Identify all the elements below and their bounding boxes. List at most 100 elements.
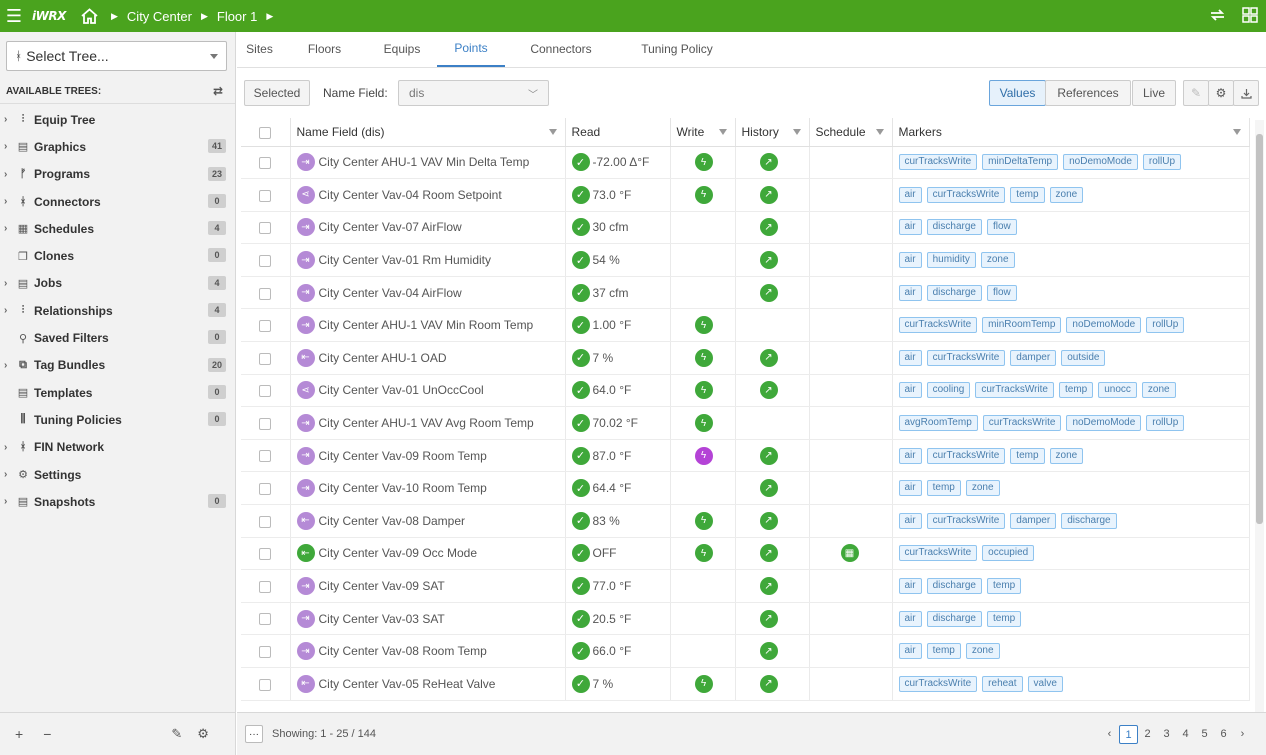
tab-floors[interactable]: Floors	[307, 42, 342, 56]
marker-tag[interactable]: air	[898, 186, 922, 203]
point-name-cell[interactable]: ⇥ City Center AHU-1 VAV Min Delta Temp	[290, 146, 566, 180]
write-bolt-icon[interactable]: ϟ	[694, 446, 713, 465]
sidebar-item-graphics[interactable]: › ▤ Graphics 41	[0, 133, 235, 160]
sync-icon[interactable]: ⇄	[212, 84, 223, 98]
table-row[interactable]: ⇥ City Center Vav-03 SAT ✓ 20.5 °F ↗ air disch…	[241, 602, 1250, 636]
point-name-cell[interactable]: ⋖ City Center Vav-01 UnOccCool	[290, 374, 566, 408]
page-2[interactable]: 2	[1144, 728, 1151, 740]
marker-tag[interactable]: curTracksWrite	[898, 675, 978, 692]
point-name-cell[interactable]: ⇥ City Center Vav-01 Rm Humidity	[290, 243, 566, 277]
marker-tag[interactable]: temp	[926, 643, 961, 660]
history-trend-icon[interactable]: ↗	[759, 544, 778, 563]
sidebar-item-saved-filters[interactable]: ⚲ Saved Filters 0	[0, 324, 235, 351]
marker-tag[interactable]: curTracksWrite	[982, 415, 1062, 432]
more-options-button[interactable]: ···	[245, 725, 263, 743]
page-3[interactable]: 3	[1163, 728, 1170, 740]
home-icon[interactable]	[76, 8, 102, 24]
column-header-name[interactable]: Name Field (dis)	[290, 118, 566, 147]
column-header-write[interactable]: Write	[670, 118, 736, 147]
marker-tag[interactable]: reheat	[982, 675, 1023, 692]
row-checkbox[interactable]	[259, 222, 271, 235]
history-trend-icon[interactable]: ↗	[759, 577, 778, 596]
history-trend-icon[interactable]: ↗	[759, 479, 778, 498]
row-checkbox[interactable]	[259, 678, 271, 691]
marker-tag[interactable]: air	[898, 512, 922, 529]
filter-icon[interactable]	[718, 129, 727, 135]
marker-tag[interactable]: noDemoMode	[1066, 317, 1142, 334]
marker-tag[interactable]: air	[898, 349, 922, 366]
marker-tag[interactable]: discharge	[926, 284, 982, 301]
remove-icon[interactable]: −	[43, 726, 52, 742]
history-trend-icon[interactable]: ↗	[759, 348, 778, 367]
marker-tag[interactable]: noDemoMode	[1066, 415, 1142, 432]
chevron-right-icon[interactable]: ›	[4, 469, 8, 480]
row-checkbox[interactable]	[259, 287, 271, 300]
point-name-cell[interactable]: ⇥ City Center Vav-09 SAT	[290, 569, 566, 603]
sidebar-item-jobs[interactable]: › ▤ Jobs 4	[0, 270, 235, 297]
marker-tag[interactable]: discharge	[926, 578, 982, 595]
column-header-read[interactable]: Read	[565, 118, 671, 147]
row-checkbox[interactable]	[259, 417, 271, 430]
row-checkbox[interactable]	[259, 483, 271, 496]
marker-tag[interactable]: flow	[986, 219, 1017, 236]
marker-tag[interactable]: curTracksWrite	[926, 447, 1006, 464]
chevron-right-icon[interactable]: ›	[4, 168, 8, 180]
marker-tag[interactable]: damper	[1010, 349, 1057, 366]
breadcrumb-floor[interactable]: Floor 1	[216, 8, 258, 24]
marker-tag[interactable]: curTracksWrite	[898, 317, 978, 334]
history-trend-icon[interactable]: ↗	[759, 446, 778, 465]
chevron-right-icon[interactable]: ▶	[266, 10, 274, 21]
marker-tag[interactable]: occupied	[982, 545, 1035, 562]
marker-tag[interactable]: temp	[926, 480, 961, 497]
marker-tag[interactable]: curTracksWrite	[898, 154, 978, 171]
chevron-right-icon[interactable]: ›	[4, 277, 8, 289]
point-name-cell[interactable]: ⇥ City Center AHU-1 VAV Avg Room Temp	[290, 406, 566, 440]
chevron-right-icon[interactable]: ›	[4, 441, 8, 453]
tab-equips[interactable]: Equips	[383, 42, 421, 56]
write-bolt-icon[interactable]: ϟ	[694, 511, 713, 530]
table-row[interactable]: ⇥ City Center Vav-01 Rm Humidity ✓ 54 % ↗ air…	[241, 243, 1250, 277]
tab-points[interactable]: Points	[437, 31, 505, 67]
table-row[interactable]: ⇥ City Center AHU-1 VAV Min Room Temp ✓ 1.0…	[241, 308, 1250, 343]
point-name-cell[interactable]: ⇥ City Center Vav-03 SAT	[290, 602, 566, 636]
marker-tag[interactable]: air	[898, 578, 922, 595]
point-name-cell[interactable]: ⇥ City Center Vav-08 Room Temp	[290, 634, 566, 668]
marker-tag[interactable]: zone	[1049, 186, 1084, 203]
tab-connectors[interactable]: Connectors	[530, 42, 592, 56]
menu-icon[interactable]: ☰	[5, 5, 23, 26]
point-name-cell[interactable]: ⇥ City Center Vav-10 Room Temp	[290, 471, 566, 506]
point-name-cell[interactable]: ⇤ City Center Vav-08 Damper	[290, 504, 566, 538]
page-4[interactable]: 4	[1182, 728, 1189, 740]
row-checkbox[interactable]	[259, 450, 271, 463]
table-row[interactable]: ⇥ City Center Vav-10 Room Temp ✓ 64.4 °F ↗ ai…	[241, 471, 1250, 506]
history-trend-icon[interactable]: ↗	[759, 153, 778, 172]
row-checkbox[interactable]	[259, 157, 271, 170]
sidebar-item-schedules[interactable]: › ▦ Schedules 4	[0, 215, 235, 242]
point-name-cell[interactable]: ⇤ City Center Vav-05 ReHeat Valve	[290, 667, 566, 701]
sidebar-item-clones[interactable]: ❐ Clones 0	[0, 242, 235, 269]
marker-tag[interactable]: air	[898, 219, 922, 236]
marker-tag[interactable]: avgRoomTemp	[898, 415, 978, 432]
history-trend-icon[interactable]: ↗	[759, 642, 778, 661]
download-icon[interactable]	[1233, 80, 1259, 106]
row-checkbox[interactable]	[259, 320, 271, 333]
write-bolt-icon[interactable]: ϟ	[694, 348, 713, 367]
chevron-left-icon[interactable]: ‹	[1107, 728, 1112, 740]
history-trend-icon[interactable]: ↗	[759, 283, 778, 302]
row-checkbox[interactable]	[259, 580, 271, 593]
marker-tag[interactable]: rollUp	[1146, 317, 1185, 334]
marker-tag[interactable]: air	[898, 643, 922, 660]
row-checkbox[interactable]	[259, 515, 271, 528]
marker-tag[interactable]: zone	[965, 480, 1000, 497]
tab-tuning-policy[interactable]: Tuning Policy	[641, 42, 713, 56]
table-row[interactable]: ⇤ City Center Vav-08 Damper ✓ 83 % ϟ ↗ air curT…	[241, 504, 1250, 538]
table-row[interactable]: ⇥ City Center Vav-09 SAT ✓ 77.0 °F ↗ air disch…	[241, 569, 1250, 603]
point-name-cell[interactable]: ⇥ City Center Vav-04 AirFlow	[290, 276, 566, 310]
marker-tag[interactable]: zone	[1049, 447, 1084, 464]
marker-tag[interactable]: zone	[980, 252, 1015, 269]
point-name-cell[interactable]: ⇥ City Center Vav-07 AirFlow	[290, 211, 566, 245]
table-row[interactable]: ⋖ City Center Vav-04 Room Setpoint ✓ 73.0 °…	[241, 178, 1250, 212]
marker-tag[interactable]: curTracksWrite	[898, 545, 978, 562]
scrollbar-thumb[interactable]	[1256, 134, 1263, 524]
column-header-history[interactable]: History	[735, 118, 810, 147]
